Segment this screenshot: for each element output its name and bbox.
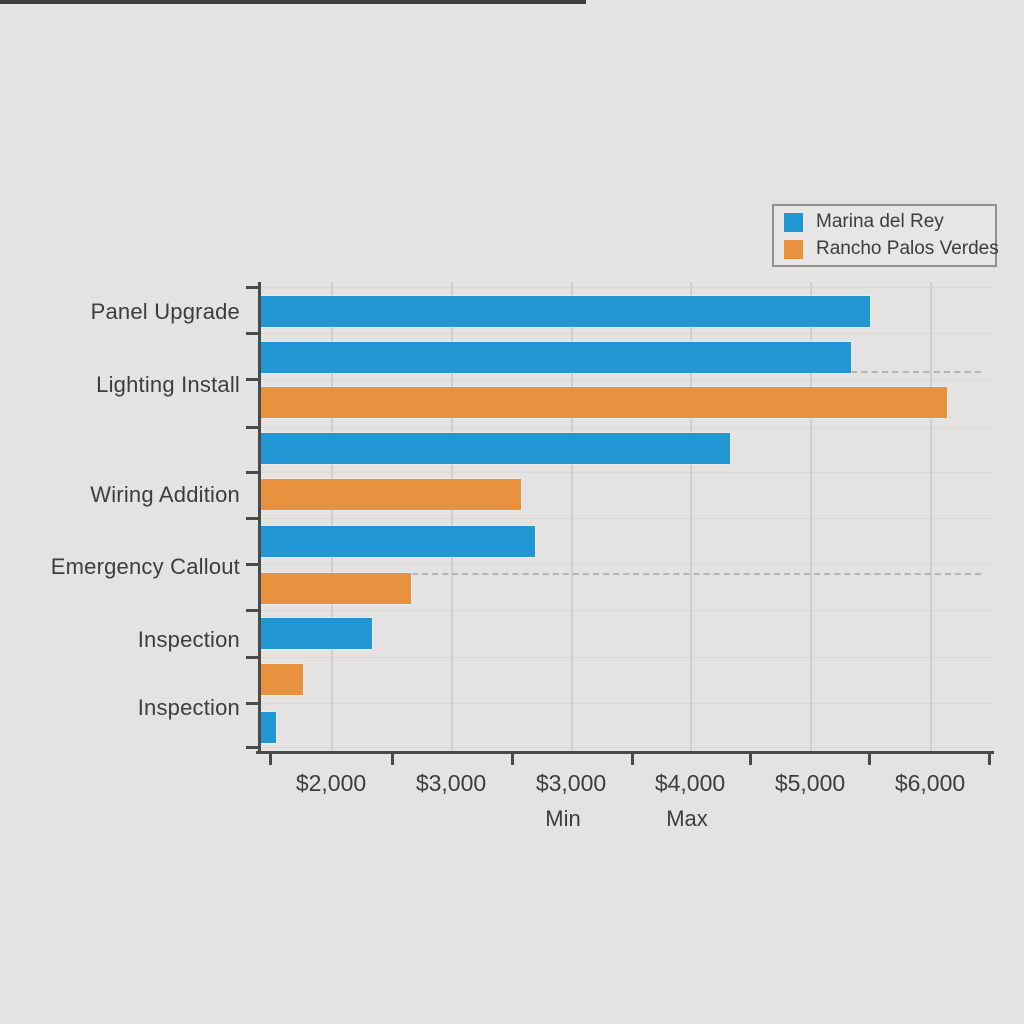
h-gridline: [260, 427, 992, 428]
x-axis-tick: [391, 754, 394, 765]
y-axis-tick: [246, 517, 258, 520]
category-label-wiring-addition: Wiring Addition: [90, 482, 240, 507]
bar-wiring-addition-rancho-palos-verdes: [261, 479, 521, 510]
x-tick-label-4: $5,000: [774, 770, 846, 796]
h-gridline: [260, 703, 992, 704]
x-tick-label-2: $3,000: [535, 770, 607, 796]
y-axis-tick: [246, 702, 258, 705]
y-axis-tick: [246, 286, 258, 289]
x-axis-tick: [868, 754, 871, 765]
x-axis-tick: [988, 754, 991, 765]
v-gridline: [930, 282, 932, 751]
h-gridline: [260, 747, 992, 748]
x-axis-tick: [749, 754, 752, 765]
h-gridline: [260, 333, 992, 334]
h-gridline: [260, 472, 992, 473]
legend: Marina del Rey Rancho Palos Verdes: [772, 204, 999, 267]
v-gridline: [571, 282, 573, 751]
x-tick-label-1: $3,000: [415, 770, 487, 796]
h-gridline: [260, 564, 992, 565]
bar-inspection-marina-del-rey: [261, 618, 372, 649]
h-gridline: [260, 518, 992, 519]
bar-lighting-install-rancho-palos-verdes: [261, 387, 947, 418]
y-axis-tick: [246, 563, 258, 566]
legend-swatch-rancho-palos-verdes: [784, 239, 803, 259]
category-label-inspection-2: Inspection: [137, 695, 240, 720]
y-axis-tick: [246, 426, 258, 429]
bar-emergency-callout-marina-del-rey: [261, 526, 535, 557]
category-label-emergency-callout: Emergency Callout: [50, 554, 240, 579]
y-axis-tick: [246, 656, 258, 659]
category-label-inspection: Inspection: [137, 627, 240, 652]
y-axis-tick: [246, 332, 258, 335]
h-gridline: [260, 379, 992, 380]
bar-wiring-addition-marina-del-rey: [261, 433, 730, 464]
category-label-lighting-install: Lighting Install: [96, 372, 240, 397]
y-axis-tick: [246, 378, 258, 381]
x-axis-tick: [511, 754, 514, 765]
bar-lighting-install-marina-del-rey: [261, 342, 851, 373]
dashed-threshold-line: [851, 371, 981, 373]
x-tick-label-0: $2,000: [295, 770, 367, 796]
y-axis-line: [258, 282, 261, 754]
category-label-panel-upgrade: Panel Upgrade: [90, 299, 240, 324]
v-gridline: [810, 282, 812, 751]
legend-label-rancho-palos-verdes: Rancho Palos Verdes: [816, 238, 999, 259]
bar-inspection-marina-del-rey: [261, 712, 276, 743]
legend-label-marina-del-rey: Marina del Rey: [816, 211, 944, 232]
top-strip: [0, 0, 586, 4]
v-gridline: [690, 282, 692, 751]
v-gridline: [331, 282, 333, 751]
x-axis-line: [256, 751, 994, 754]
y-axis-tick: [246, 609, 258, 612]
v-gridline: [451, 282, 453, 751]
dashed-threshold-line: [412, 573, 981, 575]
axis-sublabel-max: Max: [666, 806, 708, 831]
x-tick-label-5: $6,000: [894, 770, 966, 796]
bar-panel-upgrade-marina-del-rey: [261, 296, 870, 327]
x-axis-tick: [269, 754, 272, 765]
axis-sublabel-min: Min: [545, 806, 581, 831]
legend-item-rancho-palos-verdes: Rancho Palos Verdes: [784, 238, 999, 260]
y-axis-tick: [246, 746, 258, 749]
x-axis-tick: [631, 754, 634, 765]
legend-swatch-marina-del-rey: [784, 212, 803, 232]
bar-inspection-rancho-palos-verdes: [261, 664, 303, 695]
h-gridline: [260, 657, 992, 658]
bar-emergency-callout-rancho-palos-verdes: [261, 573, 411, 604]
y-axis-tick: [246, 471, 258, 474]
h-gridline: [260, 610, 992, 611]
x-tick-label-3: $4,000: [654, 770, 726, 796]
h-gridline: [260, 287, 992, 288]
legend-item-marina-del-rey: Marina del Rey: [784, 211, 985, 233]
